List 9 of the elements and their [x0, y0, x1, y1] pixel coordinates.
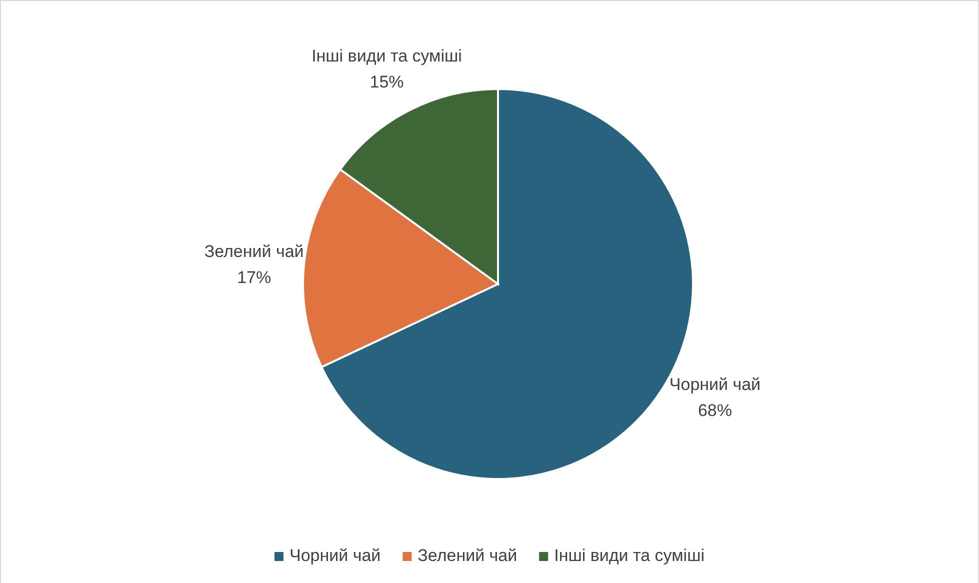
- data-label: 17%: [237, 268, 272, 287]
- legend-label: Інші види та суміші: [554, 546, 704, 565]
- legend-label: Зелений чай: [418, 546, 518, 565]
- slice-label: Інші види та суміші: [312, 46, 462, 66]
- slice-label: Зелений чай: [204, 242, 304, 261]
- data-label: 15%: [370, 72, 404, 92]
- legend-label: Чорний чай: [290, 546, 381, 565]
- slice-label: Чорний чай: [669, 374, 761, 394]
- data-label: 68%: [698, 400, 732, 420]
